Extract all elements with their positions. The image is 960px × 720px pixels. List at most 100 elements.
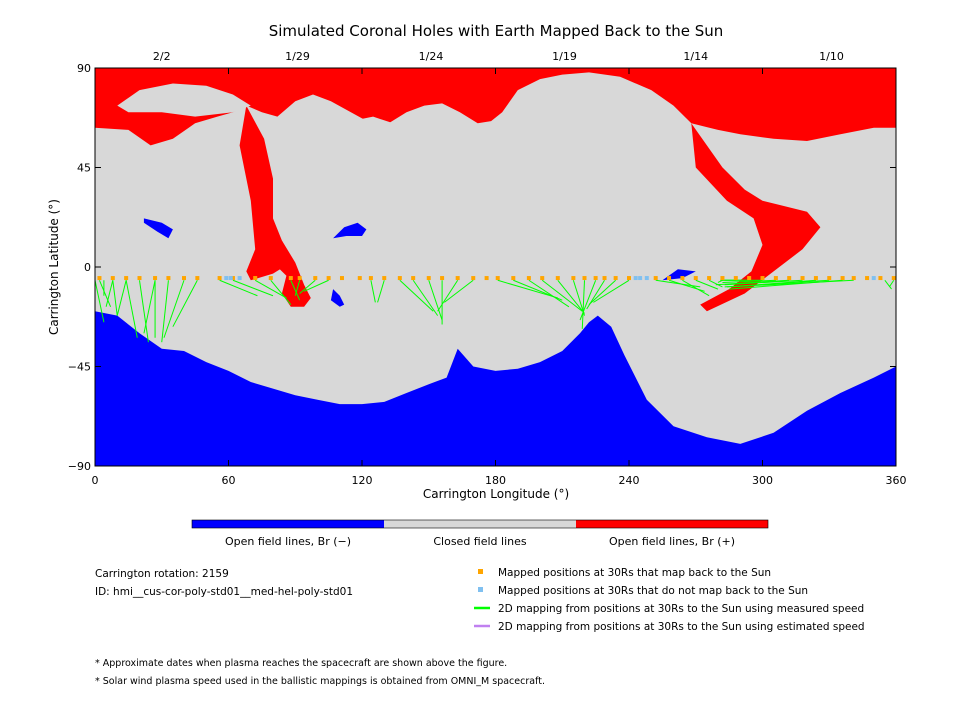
x-axis-label: Carrington Longitude (°) [423, 487, 569, 501]
measured-speed-mapping-line [557, 279, 585, 314]
positive-hole-extension [239, 105, 291, 281]
closed-field-island [335, 116, 394, 144]
mapped-position-marker [382, 276, 387, 281]
mapped-position-marker [813, 276, 818, 281]
measured-speed-mapping-line [581, 280, 585, 329]
colorbar: Open field lines, Br (−) Closed field lin… [191, 519, 769, 548]
model-id: ID: hmi__cus-cor-poly-std01__med-hel-pol… [95, 586, 353, 598]
mapped-position-marker [217, 276, 222, 281]
colorbar-segment [384, 520, 576, 528]
mapped-position-marker [602, 276, 607, 281]
x-tick-label: 60 [222, 474, 236, 487]
measured-speed-mapping-line [444, 279, 474, 303]
colorbar-segment [576, 520, 768, 528]
mapping-lines [95, 279, 895, 343]
measured-speed-mapping-line [884, 279, 892, 290]
measured-speed-mapping-line [143, 280, 156, 334]
mapped-position-marker [720, 276, 725, 281]
date-tick-label: 1/29 [285, 50, 310, 63]
colorbar-segment [192, 520, 384, 528]
measured-speed-mapping-line [437, 279, 459, 312]
mapped-position-marker [195, 276, 200, 281]
mapped-position-marker [787, 276, 792, 281]
mapped-position-marker [593, 276, 598, 281]
measured-speed-mapping-line [572, 280, 585, 316]
measured-speed-mapping-line [399, 279, 434, 312]
mapped-position-marker [555, 276, 560, 281]
mapped-position-marker [357, 276, 362, 281]
mapped-position-marker [339, 276, 344, 281]
mapped-position-marker [484, 276, 489, 281]
unmapped-position-marker [638, 276, 643, 281]
mapped-position-marker [627, 276, 631, 281]
mapped-position-marker [526, 276, 531, 281]
y-axis-label: Carrington Latitude (°) [47, 199, 61, 335]
measured-speed-mapping-line [726, 279, 854, 288]
unmapped-position-marker [871, 276, 876, 281]
mapped-position-marker [153, 276, 158, 281]
positive-hole-extension [691, 123, 821, 312]
field-regions [95, 68, 896, 466]
measured-speed-mapping-line [579, 280, 597, 321]
measured-speed-mapping-line [497, 279, 558, 299]
chart-title: Simulated Coronal Holes with Earth Mappe… [269, 22, 724, 40]
measured-speed-mapping-line [593, 279, 630, 303]
mapped-position-marker [613, 276, 618, 281]
measured-speed-mapping-line [588, 279, 616, 305]
mapped-position-marker [230, 276, 235, 281]
x-tick-label: 240 [619, 474, 640, 487]
mapped-position-marker [288, 276, 293, 281]
legend-label: 2D mapping from positions at 30Rs to the… [498, 603, 864, 615]
legend-marker [478, 569, 483, 574]
measured-speed-mapping-line [254, 279, 287, 299]
date-tick-label: 1/19 [552, 50, 577, 63]
measured-speed-mapping-line [724, 279, 803, 286]
y-tick-label: 90 [77, 62, 91, 75]
mapped-position-marker [253, 276, 258, 281]
legend-label: 2D mapping from positions at 30Rs to the… [498, 621, 865, 633]
mapped-position-marker [571, 276, 576, 281]
mapped-position-marker [653, 276, 658, 281]
measured-speed-mapping-line [290, 280, 301, 301]
mapped-position-marker [851, 276, 856, 281]
y-tick-label: −90 [68, 460, 91, 473]
colorbar-frame [191, 519, 769, 529]
mapped-position-marker [97, 276, 102, 281]
measured-speed-mapping-line [116, 280, 127, 316]
mapped-position-marker [582, 276, 587, 281]
measured-speed-mapping-line [139, 280, 149, 343]
date-tick-label: 1/10 [819, 50, 844, 63]
mapped-position-marker [865, 276, 870, 281]
colorbar-label: Open field lines, Br (−) [225, 535, 351, 548]
measured-speed-mapping-line [163, 280, 185, 338]
measured-speed-mapping-line [112, 280, 118, 316]
y-axis: 90 45 0 −45 −90 [68, 62, 896, 473]
measured-speed-mapping-line [219, 279, 258, 297]
legend-marker [478, 587, 483, 592]
plot-area [95, 68, 896, 466]
negative-coronal-hole [333, 222, 367, 239]
mapped-position-marker [773, 276, 778, 281]
measured-speed-mapping-line [161, 280, 169, 343]
colorbar-label: Open field lines, Br (+) [609, 535, 735, 548]
mapped-position-marker [455, 276, 460, 281]
negative-coronal-hole [330, 289, 345, 307]
measured-speed-mapping-line [541, 279, 583, 312]
measured-speed-mapping-line [412, 279, 439, 316]
measured-speed-mapping-line [303, 279, 329, 292]
legend-label: Mapped positions at 30Rs that map back t… [498, 567, 771, 579]
mapped-position-marker [840, 276, 845, 281]
mapped-position-marker [800, 276, 805, 281]
y-tick-label: −45 [68, 361, 91, 374]
measured-speed-mapping-line [270, 279, 292, 305]
mapped-position-marker [124, 276, 129, 281]
mapped-position-marker [182, 276, 186, 281]
measured-speed-mapping-line [682, 279, 710, 297]
measured-speed-mapping-line [888, 279, 895, 288]
unmapped-position-marker [633, 276, 638, 281]
mapped-position-marker [137, 276, 142, 281]
measured-speed-mapping-line [105, 280, 114, 307]
unmapped-position-marker [644, 276, 649, 281]
measured-speed-mapping-line [428, 280, 443, 321]
